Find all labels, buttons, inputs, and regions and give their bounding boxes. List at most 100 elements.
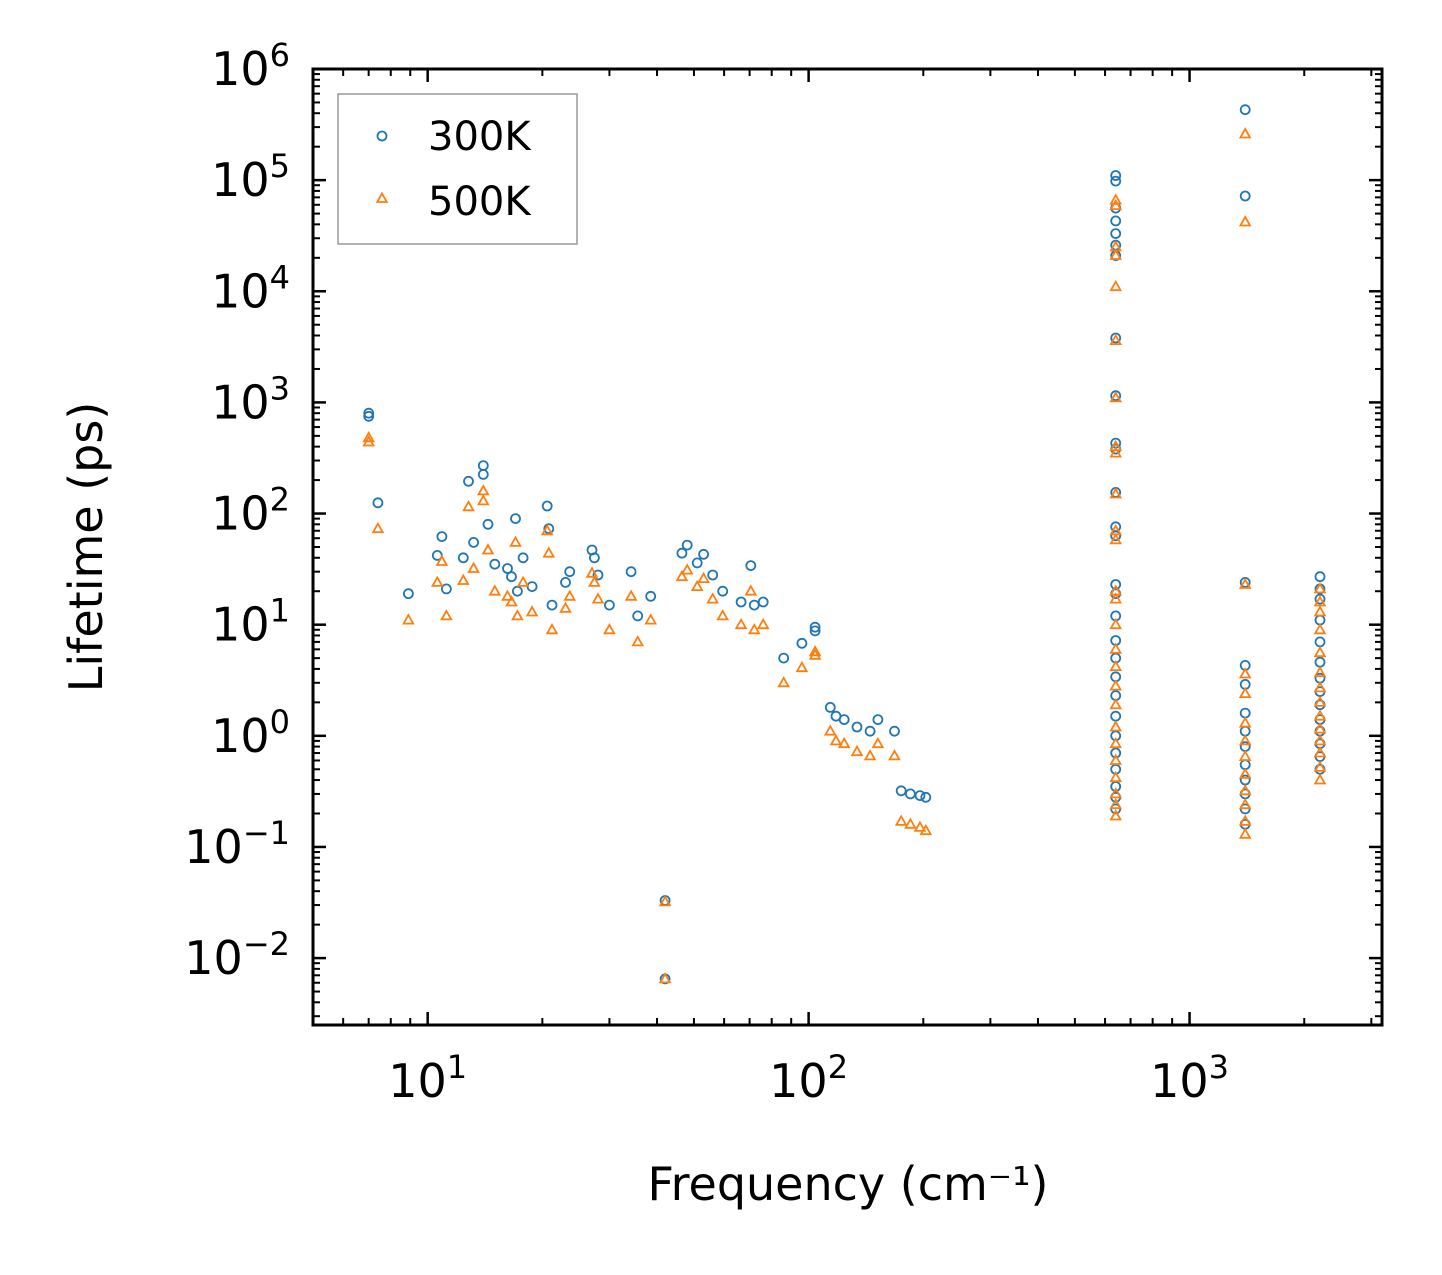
y-tick-label-base: 10 bbox=[184, 820, 243, 874]
point-500k bbox=[1109, 439, 1123, 452]
point-500k bbox=[1109, 487, 1123, 499]
y-tick-label-base: 10 bbox=[211, 264, 270, 318]
point-500k bbox=[1313, 760, 1327, 772]
y-tick-label-base: 10 bbox=[211, 709, 270, 763]
point-300k bbox=[645, 590, 657, 602]
point-500k bbox=[1313, 746, 1327, 758]
point-300k bbox=[851, 721, 863, 733]
point-500k bbox=[777, 675, 791, 688]
point-500k bbox=[1109, 248, 1123, 260]
point-300k bbox=[1110, 175, 1122, 187]
point-500k bbox=[888, 749, 901, 761]
y-tick-label-exponent: 5 bbox=[270, 147, 290, 185]
point-300k bbox=[914, 790, 926, 801]
point-300k bbox=[1110, 228, 1122, 240]
point-500k bbox=[1313, 605, 1327, 617]
x-tick-label-exponent: 2 bbox=[828, 1048, 848, 1086]
point-300k bbox=[796, 637, 808, 649]
point-500k bbox=[808, 648, 822, 660]
point-500k bbox=[1313, 622, 1327, 635]
point-300k bbox=[824, 702, 836, 713]
point-500k bbox=[675, 569, 689, 582]
x-tick-label: 103 bbox=[1150, 1048, 1229, 1108]
point-500k bbox=[795, 660, 809, 673]
y-tick-label: 10−1 bbox=[184, 814, 290, 874]
point-500k bbox=[1238, 767, 1252, 779]
y-tick-label-exponent: 6 bbox=[270, 36, 290, 74]
point-300k bbox=[735, 596, 747, 608]
point-500k bbox=[756, 617, 770, 630]
point-500k bbox=[1238, 577, 1252, 589]
point-300k bbox=[809, 621, 821, 633]
point-300k bbox=[1239, 104, 1251, 116]
point-500k bbox=[591, 592, 605, 604]
legend-label-300k: 300K bbox=[428, 114, 532, 160]
point-500k bbox=[362, 430, 376, 443]
point-300k bbox=[1110, 530, 1122, 542]
y-tick-label-exponent: 1 bbox=[270, 592, 290, 630]
point-500k bbox=[808, 644, 822, 657]
point-500k bbox=[716, 609, 730, 621]
point-500k bbox=[1313, 665, 1327, 678]
point-500k bbox=[1238, 686, 1252, 698]
point-300k bbox=[681, 539, 693, 551]
point-500k bbox=[1313, 695, 1327, 707]
point-500k bbox=[1109, 720, 1123, 732]
point-500k bbox=[863, 749, 877, 761]
point-300k bbox=[363, 410, 375, 422]
point-500k bbox=[1238, 734, 1252, 746]
point-300k bbox=[895, 785, 907, 797]
point-500k bbox=[1109, 736, 1123, 749]
plot-frame bbox=[311, 67, 1384, 1027]
y-tick-label-base: 10 bbox=[211, 375, 270, 429]
point-500k bbox=[1109, 809, 1123, 821]
point-300k bbox=[778, 652, 790, 664]
point-500k bbox=[658, 972, 672, 984]
x-tick-label-base: 10 bbox=[388, 1054, 447, 1108]
point-300k bbox=[707, 569, 719, 581]
point-500k bbox=[362, 435, 376, 447]
point-500k bbox=[734, 617, 748, 630]
point-500k bbox=[1109, 753, 1123, 765]
point-300k bbox=[1110, 332, 1122, 344]
y-tick-label: 103 bbox=[211, 369, 290, 429]
point-300k bbox=[1314, 593, 1326, 605]
point-500k bbox=[1109, 333, 1123, 346]
point-500k bbox=[644, 613, 658, 625]
point-500k bbox=[501, 589, 514, 601]
x-tick-label-exponent: 3 bbox=[1209, 1048, 1229, 1086]
point-300k bbox=[546, 599, 558, 611]
point-300k bbox=[468, 537, 480, 548]
point-500k bbox=[913, 820, 927, 832]
point-300k bbox=[510, 513, 521, 524]
point-500k bbox=[1238, 667, 1252, 679]
legend-box bbox=[337, 93, 578, 245]
point-300k bbox=[920, 791, 932, 803]
point-500k bbox=[904, 817, 917, 829]
point-500k bbox=[1313, 734, 1327, 746]
point-500k bbox=[1238, 783, 1252, 796]
point-300k bbox=[502, 563, 513, 574]
y-tick-label-exponent: 0 bbox=[270, 703, 290, 741]
point-500k bbox=[462, 499, 475, 512]
point-500k bbox=[559, 601, 572, 613]
point-300k bbox=[592, 569, 604, 581]
point-500k bbox=[525, 605, 539, 617]
point-300k bbox=[691, 557, 703, 569]
point-500k bbox=[1238, 827, 1252, 839]
point-300k bbox=[889, 725, 900, 737]
point-500k bbox=[603, 622, 616, 635]
point-300k bbox=[482, 518, 494, 530]
point-300k bbox=[872, 714, 884, 725]
point-500k bbox=[1238, 215, 1252, 227]
point-300k bbox=[838, 714, 850, 725]
point-500k bbox=[1313, 645, 1327, 658]
point-500k bbox=[706, 592, 720, 604]
point-500k bbox=[1109, 679, 1123, 691]
point-500k bbox=[1109, 617, 1123, 630]
y-tick-label-exponent: 4 bbox=[270, 258, 290, 296]
point-500k bbox=[540, 523, 554, 536]
point-300k bbox=[698, 548, 709, 560]
